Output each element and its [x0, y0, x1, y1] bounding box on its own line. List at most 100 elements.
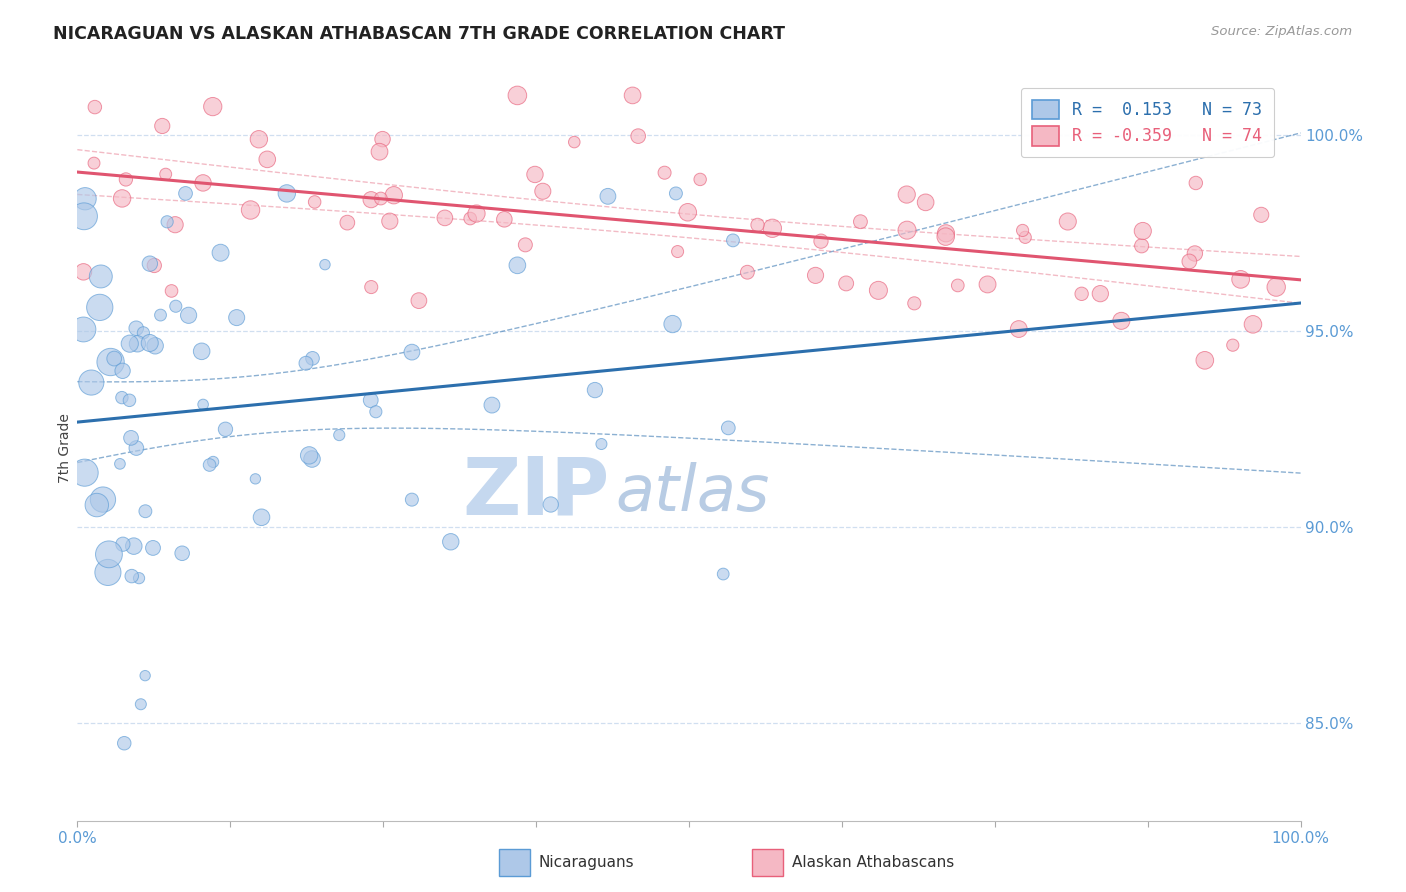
Point: [835, 277, 858, 291]
Point: [583, 383, 606, 397]
Point: [156, 215, 179, 229]
Point: [90, 269, 112, 284]
Point: [129, 698, 152, 712]
Point: [515, 237, 537, 252]
Point: [134, 504, 156, 518]
Point: [761, 221, 783, 235]
Point: [440, 534, 463, 549]
Point: [122, 539, 145, 553]
Point: [1090, 286, 1112, 301]
Point: [1130, 239, 1153, 253]
Point: [1132, 224, 1154, 238]
Point: [1229, 272, 1251, 286]
Text: Alaskan Athabascans: Alaskan Athabascans: [792, 855, 953, 870]
Point: [304, 194, 326, 209]
Point: [360, 280, 382, 294]
Point: [494, 212, 516, 227]
Point: [298, 449, 321, 463]
Point: [328, 428, 350, 442]
Point: [202, 455, 225, 469]
Point: [737, 265, 759, 279]
Point: [209, 245, 232, 260]
Y-axis label: 7th Grade: 7th Grade: [58, 413, 72, 483]
Point: [301, 452, 323, 467]
Point: [1194, 353, 1216, 368]
Point: [139, 336, 162, 351]
Point: [408, 293, 430, 308]
Point: [654, 166, 676, 180]
Point: [368, 145, 391, 159]
Point: [72, 322, 94, 336]
Point: [115, 172, 138, 186]
Point: [540, 498, 562, 512]
Point: [946, 278, 969, 293]
Point: [868, 284, 890, 298]
Point: [314, 258, 336, 272]
Point: [73, 466, 96, 480]
Point: [371, 132, 394, 146]
Point: [143, 259, 166, 273]
Point: [1178, 254, 1201, 268]
Text: Nicaraguans: Nicaraguans: [538, 855, 634, 870]
Point: [73, 209, 96, 223]
Point: [276, 186, 298, 201]
Point: [165, 218, 187, 232]
Point: [378, 214, 401, 228]
Point: [132, 326, 155, 340]
Point: [465, 206, 488, 220]
Point: [245, 472, 267, 486]
Point: [256, 153, 278, 167]
Point: [174, 186, 197, 201]
Point: [1250, 208, 1272, 222]
Point: [125, 321, 148, 335]
Point: [100, 355, 122, 369]
Point: [661, 317, 683, 331]
Point: [621, 88, 644, 103]
Point: [108, 457, 131, 471]
Point: [665, 186, 688, 201]
Point: [295, 356, 318, 370]
Point: [1241, 318, 1264, 332]
Point: [150, 119, 173, 133]
Point: [89, 301, 111, 315]
Point: [91, 492, 114, 507]
Point: [83, 100, 105, 114]
Point: [83, 156, 105, 170]
Point: [1111, 314, 1133, 328]
Point: [804, 268, 827, 283]
Point: [531, 184, 554, 198]
Point: [111, 364, 134, 378]
Point: [111, 391, 134, 405]
Point: [301, 351, 323, 366]
Point: [721, 233, 744, 247]
Point: [155, 167, 177, 181]
Point: [198, 458, 221, 472]
Point: [382, 188, 405, 202]
Point: [1184, 246, 1206, 260]
Point: [506, 88, 529, 103]
Point: [481, 398, 503, 412]
Point: [75, 192, 97, 206]
Point: [111, 191, 134, 205]
Point: [103, 351, 125, 366]
Point: [112, 736, 135, 750]
Point: [336, 216, 359, 230]
Point: [118, 336, 141, 351]
Point: [903, 296, 925, 310]
Point: [1070, 286, 1092, 301]
Point: [118, 393, 141, 408]
Point: [360, 393, 382, 408]
Point: [86, 498, 108, 512]
Point: [523, 168, 546, 182]
Point: [250, 510, 273, 524]
Point: [914, 195, 936, 210]
Point: [360, 193, 382, 207]
Point: [225, 310, 247, 325]
Point: [458, 211, 481, 226]
Point: [247, 132, 270, 146]
Point: [142, 541, 165, 555]
Point: [72, 265, 94, 279]
Point: [433, 211, 456, 225]
Point: [1222, 338, 1244, 352]
Point: [120, 431, 142, 445]
